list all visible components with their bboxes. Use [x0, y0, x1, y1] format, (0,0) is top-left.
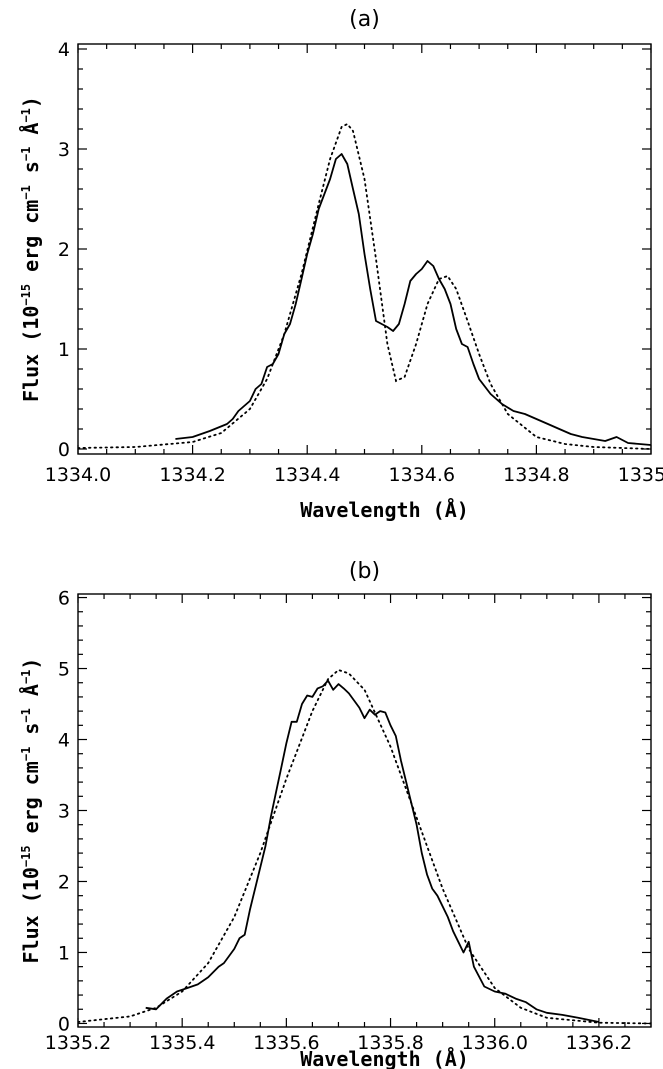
- plot-frame: [77, 593, 652, 1028]
- x-tick-label: 1334.2: [159, 464, 225, 486]
- x-tick-label: 1334.0: [45, 464, 111, 486]
- y-tick-label: 5: [58, 659, 70, 681]
- x-tick-label: 1335.0: [618, 464, 663, 486]
- y-tick-label: 4: [58, 39, 70, 61]
- model-line-dotted: [78, 668, 651, 1025]
- observed-line-solid: [145, 679, 600, 1023]
- panel-title: (a): [349, 7, 380, 32]
- panel-a: 1334.0 1334.2 1334.4 1334.6 1334.8 1335.0 0 1 2 3…: [19, 7, 663, 522]
- y-tick-label: 3: [58, 801, 70, 823]
- y-tick-label: 2: [58, 239, 70, 261]
- x-tick-label: 1334.8: [503, 464, 569, 486]
- x-tick-label: 1336.0: [461, 1032, 527, 1054]
- x-tick-label: 1335.2: [45, 1032, 111, 1054]
- y-axis-title: Flux (10−15 erg cm−1 s−1 Å−1): [19, 96, 43, 402]
- y-tick-label: 2: [58, 871, 70, 893]
- y-tick-label: 6: [58, 588, 70, 610]
- y-tick-label: 1: [58, 339, 70, 361]
- y-tick-label: 0: [58, 1013, 70, 1035]
- x-tick-label: 1334.6: [389, 464, 455, 486]
- model-line-dotted: [78, 122, 651, 450]
- panel-title: (b): [349, 559, 380, 584]
- x-axis-title: Wavelength (Å): [300, 498, 469, 522]
- observed-line-solid: [175, 153, 651, 446]
- x-axis-title: Wavelength (Å): [300, 1047, 469, 1069]
- y-tick-label: 0: [58, 439, 70, 461]
- y-tick-label: 1: [58, 942, 70, 964]
- x-tick-label: 1335.8: [357, 1032, 423, 1054]
- y-tick-label: 4: [58, 730, 70, 752]
- x-tick-label: 1336.2: [566, 1032, 632, 1054]
- panel-b: 1335.2 1335.4 1335.6 1335.8 1336.0 1336.2 0 1 2 3…: [19, 559, 652, 1069]
- x-tick-label: 1335.4: [149, 1032, 215, 1054]
- x-tick-label: 1334.4: [274, 464, 340, 486]
- y-axis-title: Flux (10−15 erg cm−1 s−1 Å−1): [19, 658, 43, 964]
- y-tick-label: 3: [58, 139, 70, 161]
- x-tick-label: 1335.6: [253, 1032, 319, 1054]
